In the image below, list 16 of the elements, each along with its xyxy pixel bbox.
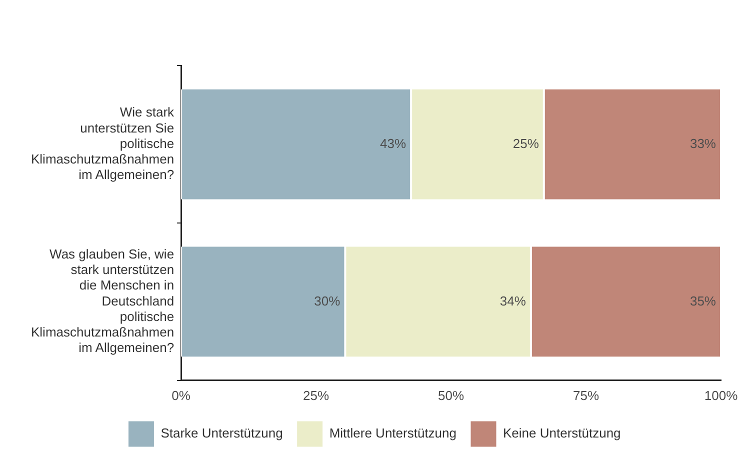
data-label: 33%: [690, 136, 716, 151]
legend-label: Keine Unterstützung: [502, 426, 621, 441]
data-label: 43%: [380, 136, 406, 151]
legend-label: Mittlere Unterstützung: [329, 426, 456, 441]
x-tick-label: 0%: [172, 388, 191, 403]
y-tick-label: Was glauben Sie, wie stark unterstützen die Menschen in Deutschland politische Klimaschutzmaßnahmen im Allgemeinen?: [30, 246, 174, 356]
x-tick-label: 25%: [303, 388, 330, 403]
data-label: 35%: [690, 293, 716, 308]
x-tick-label: 100%: [704, 388, 738, 403]
x-tick-label: 50%: [438, 388, 464, 403]
x-tick-label: 75%: [573, 388, 600, 403]
data-label: 30%: [314, 293, 341, 308]
data-label: 25%: [512, 136, 540, 151]
y-tick-label: Wie stark unterstützen Sie politische Klimaschutzmaßnahmen im Allgemeinen?: [30, 104, 175, 182]
legend-label: Starke Unterstützung: [160, 426, 283, 441]
data-label: 34%: [500, 293, 526, 308]
